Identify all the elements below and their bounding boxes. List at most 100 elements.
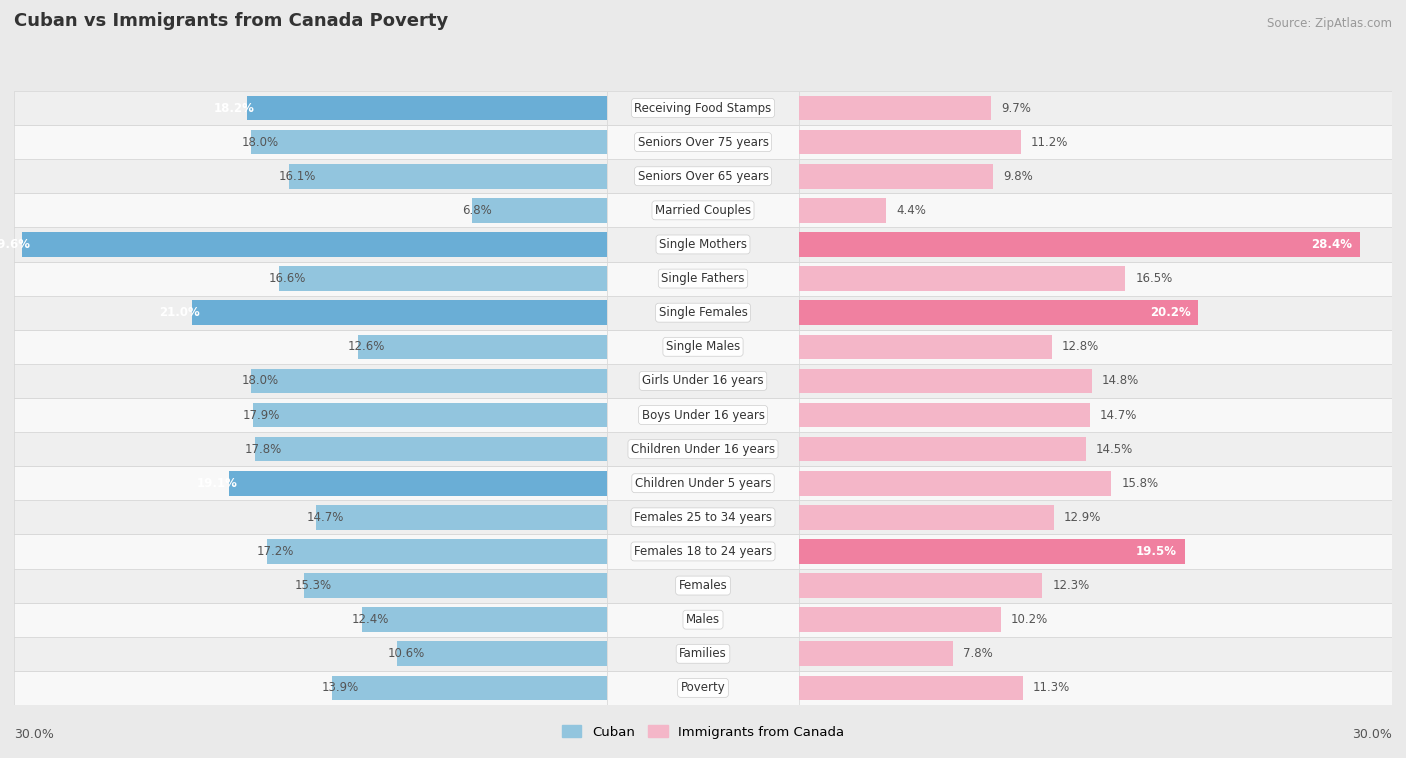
Bar: [14, 296, 606, 330]
Text: 12.4%: 12.4%: [352, 613, 389, 626]
Bar: [800, 368, 1091, 393]
Bar: [800, 505, 1054, 530]
Text: 17.9%: 17.9%: [243, 409, 281, 421]
Text: Seniors Over 65 years: Seniors Over 65 years: [637, 170, 769, 183]
Text: Source: ZipAtlas.com: Source: ZipAtlas.com: [1267, 17, 1392, 30]
Bar: [606, 91, 800, 125]
Bar: [191, 300, 606, 325]
Bar: [252, 130, 606, 155]
Text: 6.8%: 6.8%: [463, 204, 492, 217]
Bar: [606, 159, 800, 193]
Legend: Cuban, Immigrants from Canada: Cuban, Immigrants from Canada: [557, 720, 849, 744]
Text: 15.3%: 15.3%: [294, 579, 332, 592]
Text: Cuban vs Immigrants from Canada Poverty: Cuban vs Immigrants from Canada Poverty: [14, 12, 449, 30]
Text: 13.9%: 13.9%: [322, 681, 360, 694]
Bar: [800, 437, 1085, 462]
Bar: [252, 368, 606, 393]
Text: 16.1%: 16.1%: [278, 170, 316, 183]
Bar: [606, 432, 800, 466]
Text: 30.0%: 30.0%: [1353, 728, 1392, 741]
Bar: [800, 198, 886, 223]
Bar: [332, 675, 606, 700]
Bar: [800, 91, 1392, 125]
Bar: [606, 193, 800, 227]
Bar: [14, 398, 606, 432]
Bar: [606, 534, 800, 568]
Bar: [278, 266, 606, 291]
Bar: [606, 398, 800, 432]
Text: Families: Families: [679, 647, 727, 660]
Bar: [606, 227, 800, 262]
Text: 18.0%: 18.0%: [242, 374, 278, 387]
Bar: [14, 466, 606, 500]
Bar: [800, 96, 991, 121]
Text: Single Fathers: Single Fathers: [661, 272, 745, 285]
Bar: [304, 573, 606, 598]
Bar: [254, 437, 606, 462]
Bar: [14, 432, 606, 466]
Bar: [800, 193, 1392, 227]
Text: 14.5%: 14.5%: [1095, 443, 1133, 456]
Bar: [800, 573, 1042, 598]
Text: 14.7%: 14.7%: [1099, 409, 1137, 421]
Text: 16.5%: 16.5%: [1135, 272, 1173, 285]
Text: 9.8%: 9.8%: [1002, 170, 1032, 183]
Bar: [14, 91, 606, 125]
Bar: [800, 568, 1392, 603]
Text: Single Males: Single Males: [666, 340, 740, 353]
Text: 11.3%: 11.3%: [1032, 681, 1070, 694]
Text: 12.9%: 12.9%: [1064, 511, 1101, 524]
Bar: [800, 539, 1185, 564]
Bar: [606, 330, 800, 364]
Bar: [606, 500, 800, 534]
Text: Males: Males: [686, 613, 720, 626]
Bar: [247, 96, 606, 121]
Bar: [606, 603, 800, 637]
Bar: [800, 232, 1361, 257]
Bar: [22, 232, 606, 257]
Text: 18.2%: 18.2%: [214, 102, 254, 114]
Bar: [14, 500, 606, 534]
Bar: [800, 364, 1392, 398]
Text: 18.0%: 18.0%: [242, 136, 278, 149]
Bar: [472, 198, 606, 223]
Text: 9.7%: 9.7%: [1001, 102, 1031, 114]
Bar: [800, 641, 953, 666]
Text: 12.8%: 12.8%: [1062, 340, 1099, 353]
Bar: [800, 262, 1392, 296]
Bar: [14, 125, 606, 159]
Bar: [606, 262, 800, 296]
Bar: [229, 471, 606, 496]
Text: 4.4%: 4.4%: [896, 204, 927, 217]
Text: Receiving Food Stamps: Receiving Food Stamps: [634, 102, 772, 114]
Text: 10.2%: 10.2%: [1011, 613, 1047, 626]
Bar: [800, 334, 1052, 359]
Bar: [800, 296, 1392, 330]
Text: 14.7%: 14.7%: [307, 511, 343, 524]
Bar: [800, 266, 1125, 291]
Bar: [14, 227, 606, 262]
Text: Poverty: Poverty: [681, 681, 725, 694]
Text: Single Females: Single Females: [658, 306, 748, 319]
Text: Females: Females: [679, 579, 727, 592]
Text: 21.0%: 21.0%: [159, 306, 200, 319]
Text: 16.6%: 16.6%: [269, 272, 307, 285]
Text: 17.8%: 17.8%: [245, 443, 283, 456]
Bar: [800, 159, 1392, 193]
Bar: [14, 159, 606, 193]
Text: 11.2%: 11.2%: [1031, 136, 1069, 149]
Text: 20.2%: 20.2%: [1150, 306, 1191, 319]
Text: Females 18 to 24 years: Females 18 to 24 years: [634, 545, 772, 558]
Text: Girls Under 16 years: Girls Under 16 years: [643, 374, 763, 387]
Bar: [800, 130, 1021, 155]
Bar: [800, 603, 1392, 637]
Bar: [800, 466, 1392, 500]
Bar: [14, 534, 606, 568]
Bar: [800, 300, 1198, 325]
Text: 10.6%: 10.6%: [387, 647, 425, 660]
Bar: [606, 296, 800, 330]
Bar: [606, 125, 800, 159]
Bar: [14, 568, 606, 603]
Text: 19.5%: 19.5%: [1136, 545, 1177, 558]
Bar: [606, 568, 800, 603]
